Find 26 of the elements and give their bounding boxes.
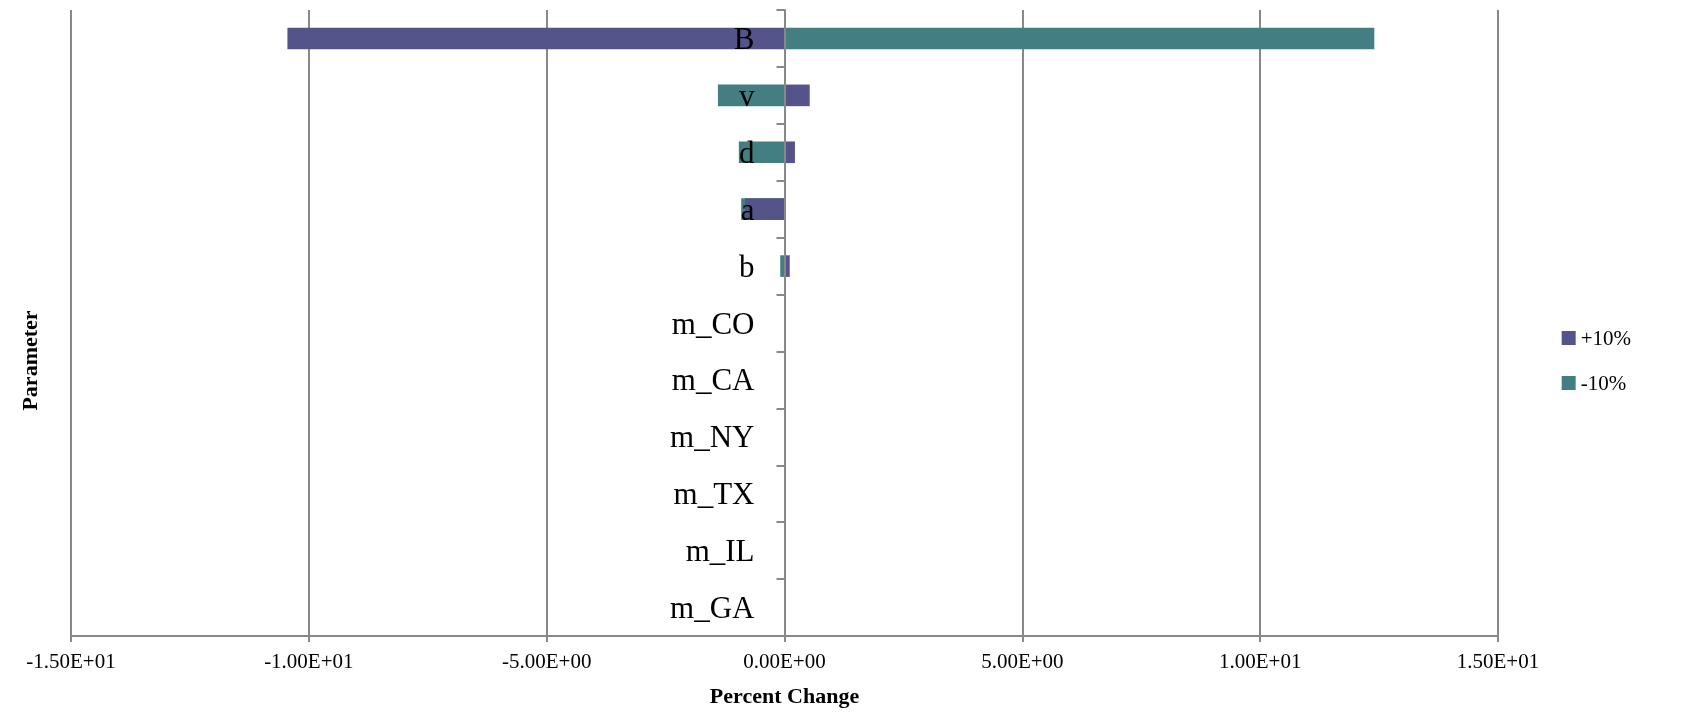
y-tick-label: m_TX <box>673 476 755 512</box>
y-tick-label: m_IL <box>685 533 755 569</box>
bar <box>780 255 785 277</box>
y-tick-label: d <box>739 134 755 170</box>
y-tick-label: m_CA <box>671 362 756 398</box>
y-tick-label: b <box>739 248 755 284</box>
legend-label: -10% <box>1580 371 1627 395</box>
y-tick-label: m_CO <box>671 305 755 341</box>
y-tick-label: B <box>733 20 755 56</box>
x-tick-label: 0.00E+00 <box>743 648 826 673</box>
bar <box>287 27 785 50</box>
x-axis-title: Percent Change <box>709 682 860 708</box>
legend-label: +10% <box>1580 326 1632 350</box>
bar <box>784 84 810 107</box>
x-tick-label: 1.50E+01 <box>1456 648 1540 673</box>
x-tick-label: 1.00E+01 <box>1218 648 1302 673</box>
x-tick-label: 5.00E+00 <box>981 648 1064 673</box>
y-tick-label: m_GA <box>670 590 756 626</box>
x-tick-label: -5.00E+00 <box>501 648 592 673</box>
y-tick-label: m_NY <box>670 419 755 455</box>
bar <box>784 27 1375 50</box>
x-tick-label: -1.00E+01 <box>264 648 354 673</box>
y-tick-label: v <box>739 77 755 113</box>
y-axis-title: Parameter <box>16 310 42 411</box>
y-tick-label: a <box>740 191 755 227</box>
x-tick-label: -1.50E+01 <box>26 648 116 673</box>
